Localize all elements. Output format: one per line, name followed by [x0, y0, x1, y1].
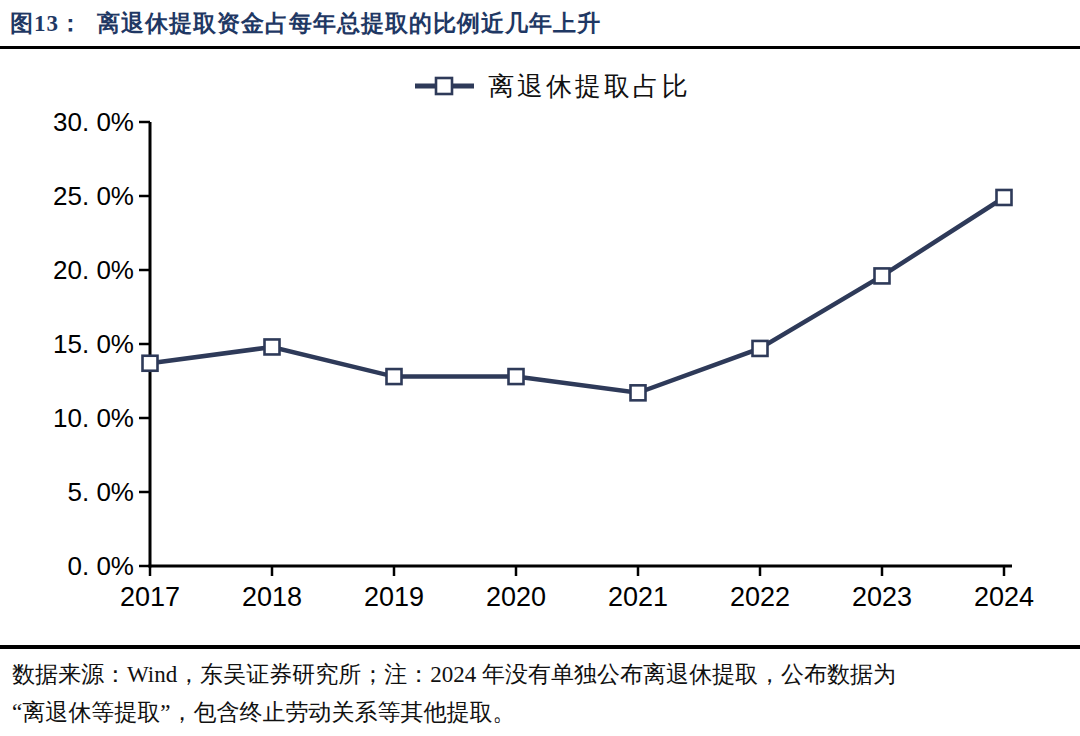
chart-legend: 离退休提取占比 — [415, 72, 691, 101]
page-title: 离退休提取资金占每年总提取的比例近几年上升 — [97, 11, 601, 36]
x-tick-label: 2022 — [730, 582, 790, 612]
x-tick-label: 2017 — [120, 582, 180, 612]
y-tick-label: 25. 0% — [53, 181, 134, 211]
data-point-marker — [143, 356, 158, 371]
legend-square-marker-icon — [436, 78, 452, 94]
x-tick-label: 2024 — [974, 582, 1034, 612]
y-axis-ticks — [139, 122, 150, 566]
figure-title: 图13： 离退休提取资金占每年总提取的比例近几年上升 — [10, 8, 1070, 39]
x-tick-label: 2019 — [364, 582, 424, 612]
data-point-marker — [875, 268, 890, 283]
source-note-line2: “离退休等提取”，包含终止劳动关系等其他提取。 — [12, 694, 1068, 732]
top-divider — [0, 46, 1080, 49]
y-tick-label: 20. 0% — [53, 255, 134, 285]
data-point-marker — [997, 190, 1012, 205]
x-tick-label: 2023 — [852, 582, 912, 612]
source-note: 数据来源：Wind，东吴证券研究所；注：2024 年没有单独公布离退休提取，公布… — [12, 656, 1068, 732]
x-tick-label: 2020 — [486, 582, 546, 612]
data-point-marker — [753, 341, 768, 356]
data-point-marker — [265, 339, 280, 354]
figure-number-label: 图13： — [10, 11, 83, 36]
y-axis-labels: 0. 0% 5. 0% 10. 0% 15. 0% 20. 0% 25. 0% 30. 0% — [53, 107, 134, 581]
y-tick-label: 15. 0% — [53, 329, 134, 359]
x-tick-label: 2018 — [242, 582, 302, 612]
y-tick-label: 5. 0% — [68, 477, 135, 507]
line-chart: 离退休提取占比 0. 0% 5. 0% 10. 0% 15. 0% 20. 0% 25. … — [0, 50, 1080, 645]
data-point-marker — [387, 369, 402, 384]
series-line — [150, 198, 1004, 393]
data-point-marker — [509, 369, 524, 384]
data-point-marker — [631, 385, 646, 400]
y-tick-label: 10. 0% — [53, 403, 134, 433]
legend-label: 离退休提取占比 — [488, 72, 691, 101]
x-axis-labels: 2017 2018 2019 2020 2021 2022 2023 2024 — [120, 582, 1034, 612]
source-note-line1: 数据来源：Wind，东吴证券研究所；注：2024 年没有单独公布离退休提取，公布… — [12, 656, 1068, 694]
bottom-divider — [0, 645, 1080, 649]
y-tick-label: 0. 0% — [68, 551, 135, 581]
y-tick-label: 30. 0% — [53, 107, 134, 137]
figure-panel: 图13： 离退休提取资金占每年总提取的比例近几年上升 离退休提取占比 0. 0% 5… — [0, 0, 1080, 736]
x-tick-label: 2021 — [608, 582, 668, 612]
series-markers — [143, 190, 1012, 400]
